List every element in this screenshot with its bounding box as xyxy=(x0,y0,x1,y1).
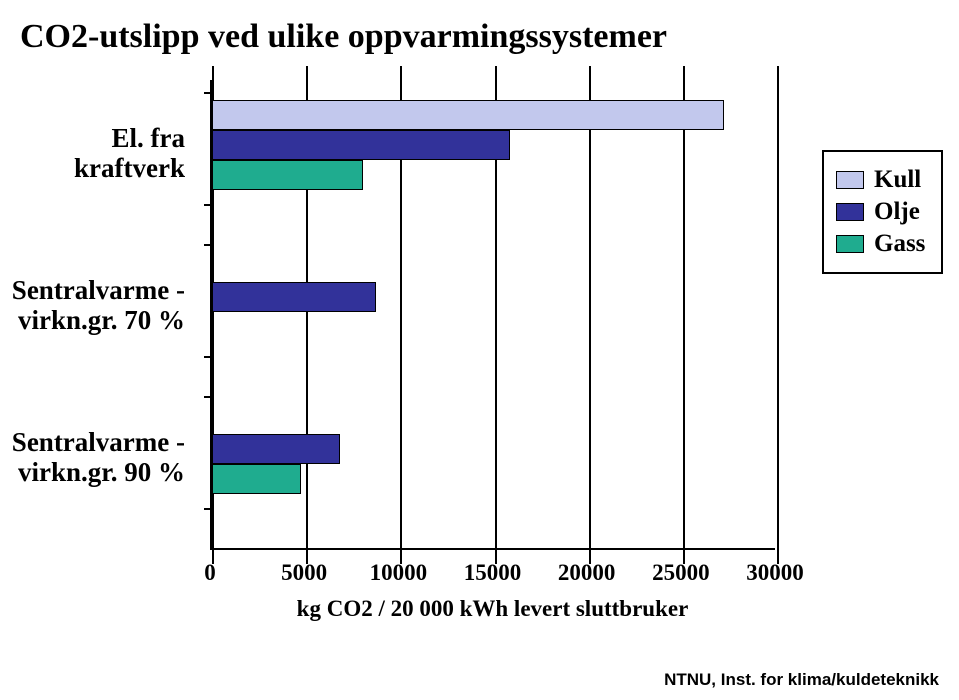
x-tick-label: 0 xyxy=(204,560,216,586)
gridline xyxy=(589,66,591,564)
legend-item-olje: Olje xyxy=(836,198,925,226)
legend-label: Olje xyxy=(874,198,920,226)
category-label-s70: Sentralvarme -virkn.gr. 70 % xyxy=(0,276,185,335)
x-tick-label: 5000 xyxy=(281,560,327,586)
x-tick-label: 25000 xyxy=(652,560,710,586)
gridline xyxy=(777,66,779,564)
chart: El. frakraftverk Sentralvarme -virkn.gr. … xyxy=(0,80,959,640)
bar-el-olje xyxy=(212,130,510,160)
x-axis-title: kg CO2 / 20 000 kWh levert sluttbruker xyxy=(210,596,775,622)
x-tick-label: 30000 xyxy=(746,560,804,586)
legend-item-gass: Gass xyxy=(836,230,925,258)
legend-label: Kull xyxy=(874,166,921,194)
plot-area xyxy=(210,80,775,550)
legend-swatch xyxy=(836,203,864,221)
bar-el-gass xyxy=(212,160,363,190)
gridline xyxy=(683,66,685,564)
footer-text: NTNU, Inst. for klima/kuldeteknikk xyxy=(664,670,939,690)
bar-s90-olje xyxy=(212,434,340,464)
category-label-el: El. frakraftverk xyxy=(0,124,185,183)
legend-swatch xyxy=(836,171,864,189)
bar-s90-gass xyxy=(212,464,301,494)
x-tick-label: 20000 xyxy=(558,560,616,586)
bar-s70-olje xyxy=(212,282,376,312)
legend: Kull Olje Gass xyxy=(822,150,943,274)
chart-title: CO2-utslipp ved ulike oppvarmingssysteme… xyxy=(20,18,667,56)
legend-swatch xyxy=(836,235,864,253)
legend-label: Gass xyxy=(874,230,925,258)
bar-el-kull xyxy=(212,100,724,130)
category-label-s90: Sentralvarme -virkn.gr. 90 % xyxy=(0,428,185,487)
x-tick-label: 15000 xyxy=(464,560,522,586)
legend-item-kull: Kull xyxy=(836,166,925,194)
x-tick-label: 10000 xyxy=(370,560,428,586)
